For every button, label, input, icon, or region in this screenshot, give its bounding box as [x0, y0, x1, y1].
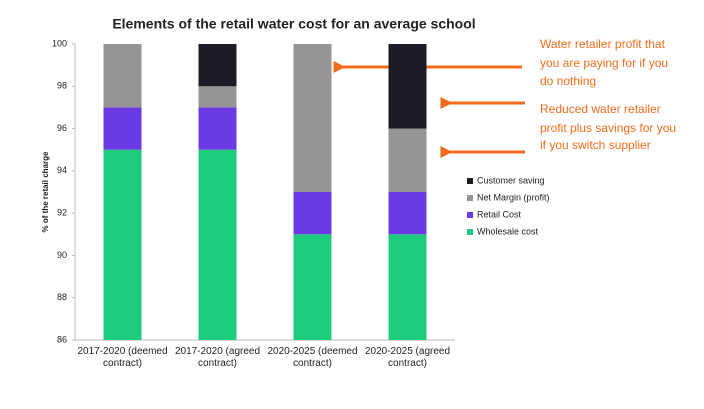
bar-segment	[293, 192, 332, 235]
chart-title: Elements of the retail water cost for an…	[112, 16, 475, 32]
legend-swatch	[467, 212, 473, 218]
x-tick-label: 2017-2020 (agreed contract)	[174, 346, 261, 369]
bar-segment	[103, 44, 142, 108]
legend-swatch	[467, 195, 473, 201]
legend-swatch	[467, 178, 473, 184]
legend-label: Retail Cost	[477, 209, 522, 219]
y-tick-label: 100	[52, 38, 67, 48]
legend-swatch	[467, 229, 473, 235]
bar-segment	[293, 234, 332, 340]
x-tick-label: 2020-2025 (agreed contract)	[364, 346, 451, 369]
bar-segment	[293, 44, 332, 192]
legend-label: Wholesale cost	[477, 226, 539, 236]
bar-segment	[198, 107, 237, 150]
annotation: profit plus savings for you	[540, 121, 676, 135]
bar-segment	[388, 192, 427, 235]
bar-segment	[388, 234, 427, 340]
y-tick-label: 94	[57, 165, 67, 175]
y-axis-label: % of the retail charge	[41, 151, 50, 232]
y-tick-label: 98	[57, 81, 67, 91]
annotation: if you switch supplier	[540, 138, 651, 152]
bar-segment	[198, 44, 237, 87]
y-tick-label: 90	[57, 250, 67, 260]
bar-segment	[103, 107, 142, 150]
y-tick-label: 88	[57, 292, 67, 302]
annotation: Reduced water retailer	[540, 102, 661, 116]
annotation: Water retailer profit that	[540, 37, 666, 51]
annotation: you are paying for if you	[540, 56, 668, 70]
y-tick-label: 96	[57, 123, 67, 133]
y-tick-label: 92	[57, 208, 67, 218]
bar-segment	[198, 149, 237, 340]
bar-segment	[388, 128, 427, 192]
bar-segment	[388, 44, 427, 129]
x-tick-label: 2017-2020 (deemed contract)	[77, 346, 168, 369]
annotation: do nothing	[540, 74, 596, 88]
bar-segment	[198, 86, 237, 108]
legend-label: Customer saving	[477, 175, 545, 185]
y-tick-label: 86	[57, 334, 67, 344]
bar-segment	[103, 149, 142, 340]
x-tick-label: 2020-2025 (deemed contract)	[267, 346, 358, 369]
legend-label: Net Margin (profit)	[477, 192, 550, 202]
